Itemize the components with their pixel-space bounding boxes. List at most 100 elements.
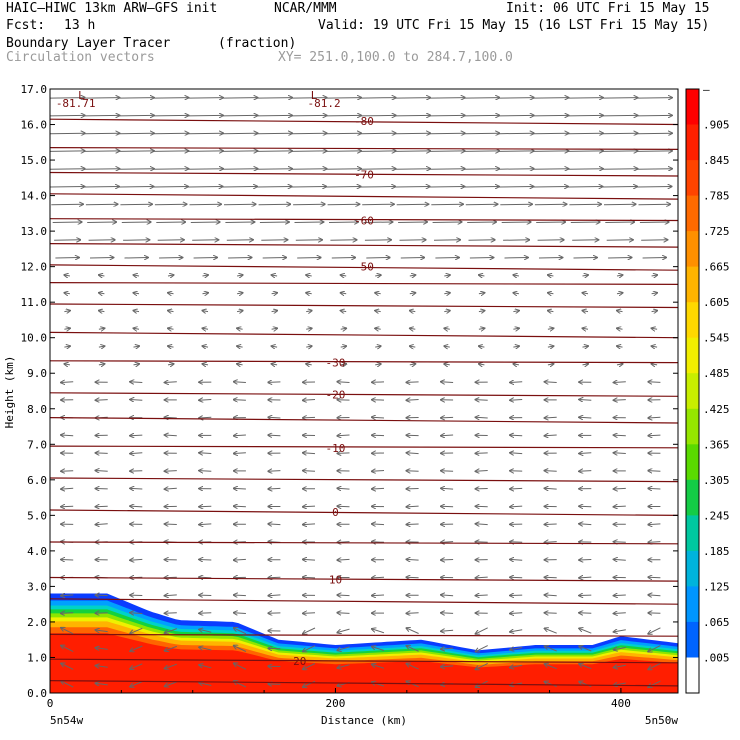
circulation-vector xyxy=(303,627,316,634)
y-tick-label: 1.0 xyxy=(27,651,47,664)
circulation-vector xyxy=(614,400,626,401)
circulation-vector xyxy=(165,613,177,614)
circulation-vector xyxy=(545,682,557,687)
circulation-vector xyxy=(579,577,592,578)
circulation-vector xyxy=(202,275,209,276)
circulation-vector xyxy=(545,613,557,614)
circulation-vector xyxy=(545,435,557,436)
circulation-vector xyxy=(478,293,485,294)
circulation-vector xyxy=(295,240,322,241)
circulation-vector xyxy=(617,311,623,312)
circulation-vector xyxy=(614,595,626,596)
circulation-vector xyxy=(545,524,557,525)
circulation-vector xyxy=(61,628,74,635)
circulation-vector xyxy=(614,613,626,614)
circulation-vector xyxy=(652,328,658,329)
circulation-vector xyxy=(226,240,253,241)
contour-label: -81.71 xyxy=(56,97,96,110)
circulation-vector xyxy=(199,629,212,632)
circulation-vector xyxy=(441,382,454,383)
circulation-vector xyxy=(225,222,254,223)
circulation-vector xyxy=(268,595,281,596)
circulation-vector xyxy=(187,169,223,170)
contour-label: -80 xyxy=(354,115,374,128)
circulation-vector xyxy=(648,435,661,436)
circulation-vector xyxy=(372,488,385,489)
circulation-vector xyxy=(96,648,108,650)
circulation-vector xyxy=(433,240,460,241)
model-title: HAIC–HIWC 13km ARW–GFS init xyxy=(6,1,218,16)
circulation-vector xyxy=(130,400,143,401)
circulation-vector xyxy=(271,293,278,294)
circulation-vector xyxy=(337,559,350,560)
circulation-vector xyxy=(545,417,557,418)
colorbar-swatch xyxy=(686,444,699,481)
temperature-contour xyxy=(50,658,678,664)
circulation-vector xyxy=(159,258,182,259)
circulation-vector xyxy=(165,488,177,489)
circulation-vector xyxy=(337,595,350,596)
tracer-band-7 xyxy=(50,633,678,693)
circulation-vector xyxy=(545,471,557,472)
circulation-vector xyxy=(54,240,80,241)
circulation-vector xyxy=(165,417,177,418)
circulation-vector xyxy=(291,115,326,116)
circulation-vector xyxy=(256,98,292,99)
circulation-vector xyxy=(234,559,246,560)
circulation-vector xyxy=(435,258,458,259)
circulation-vector xyxy=(61,681,74,688)
circulation-vector xyxy=(61,382,74,383)
x-tick-label: 400 xyxy=(611,697,631,710)
circulation-vector xyxy=(165,681,177,686)
colorbar-swatch xyxy=(686,302,699,339)
circulation-vector xyxy=(130,559,143,560)
circulation-vector xyxy=(199,417,212,418)
circulation-vector xyxy=(272,346,278,347)
circulation-vector xyxy=(407,382,419,383)
contour-label: -60 xyxy=(354,214,374,227)
temperature-contour xyxy=(50,303,678,309)
circulation-vector xyxy=(536,222,565,223)
circulation-vector xyxy=(259,222,289,223)
circulation-vector xyxy=(579,664,592,670)
circulation-vector xyxy=(202,293,209,294)
circulation-vector xyxy=(614,559,626,560)
circulation-vector xyxy=(602,169,637,170)
circulation-vector xyxy=(330,240,356,241)
circulation-vector xyxy=(187,115,223,116)
circulation-vector xyxy=(360,151,395,152)
circulation-vector xyxy=(199,560,212,561)
xy-range: XY= 251.0,100.0 to 284.7,100.0 xyxy=(278,50,513,65)
circulation-vector xyxy=(341,275,347,276)
circulation-vector xyxy=(395,187,429,188)
circulation-vector xyxy=(513,364,519,365)
circulation-vector xyxy=(167,364,174,365)
circulation-vector xyxy=(199,647,212,650)
circulation-vector xyxy=(476,595,488,596)
circulation-vector xyxy=(360,133,395,134)
circulation-vector xyxy=(222,187,257,188)
y-tick-label: 16.0 xyxy=(21,119,48,132)
circulation-vector xyxy=(602,133,637,134)
circulation-vector xyxy=(375,275,381,276)
circulation-vector xyxy=(407,453,419,454)
circulation-vector xyxy=(567,98,603,99)
circulation-vector xyxy=(165,435,177,436)
circulation-vector xyxy=(570,222,600,223)
circulation-vector xyxy=(533,98,568,99)
circulation-vector xyxy=(50,98,85,99)
circulation-vector xyxy=(429,133,465,134)
circulation-vector xyxy=(203,328,209,329)
circulation-vector xyxy=(567,151,603,152)
temperature-contour xyxy=(50,118,678,126)
circulation-vector xyxy=(222,115,257,116)
circulation-vector xyxy=(652,346,658,347)
circulation-vector xyxy=(61,595,74,596)
circulation-vector xyxy=(429,151,465,152)
circulation-vector xyxy=(441,542,454,543)
circulation-vector xyxy=(199,683,212,686)
circulation-vector xyxy=(268,488,281,489)
circulation-vector xyxy=(533,133,568,134)
circulation-vector xyxy=(325,115,361,116)
circulation-vector xyxy=(399,240,426,241)
